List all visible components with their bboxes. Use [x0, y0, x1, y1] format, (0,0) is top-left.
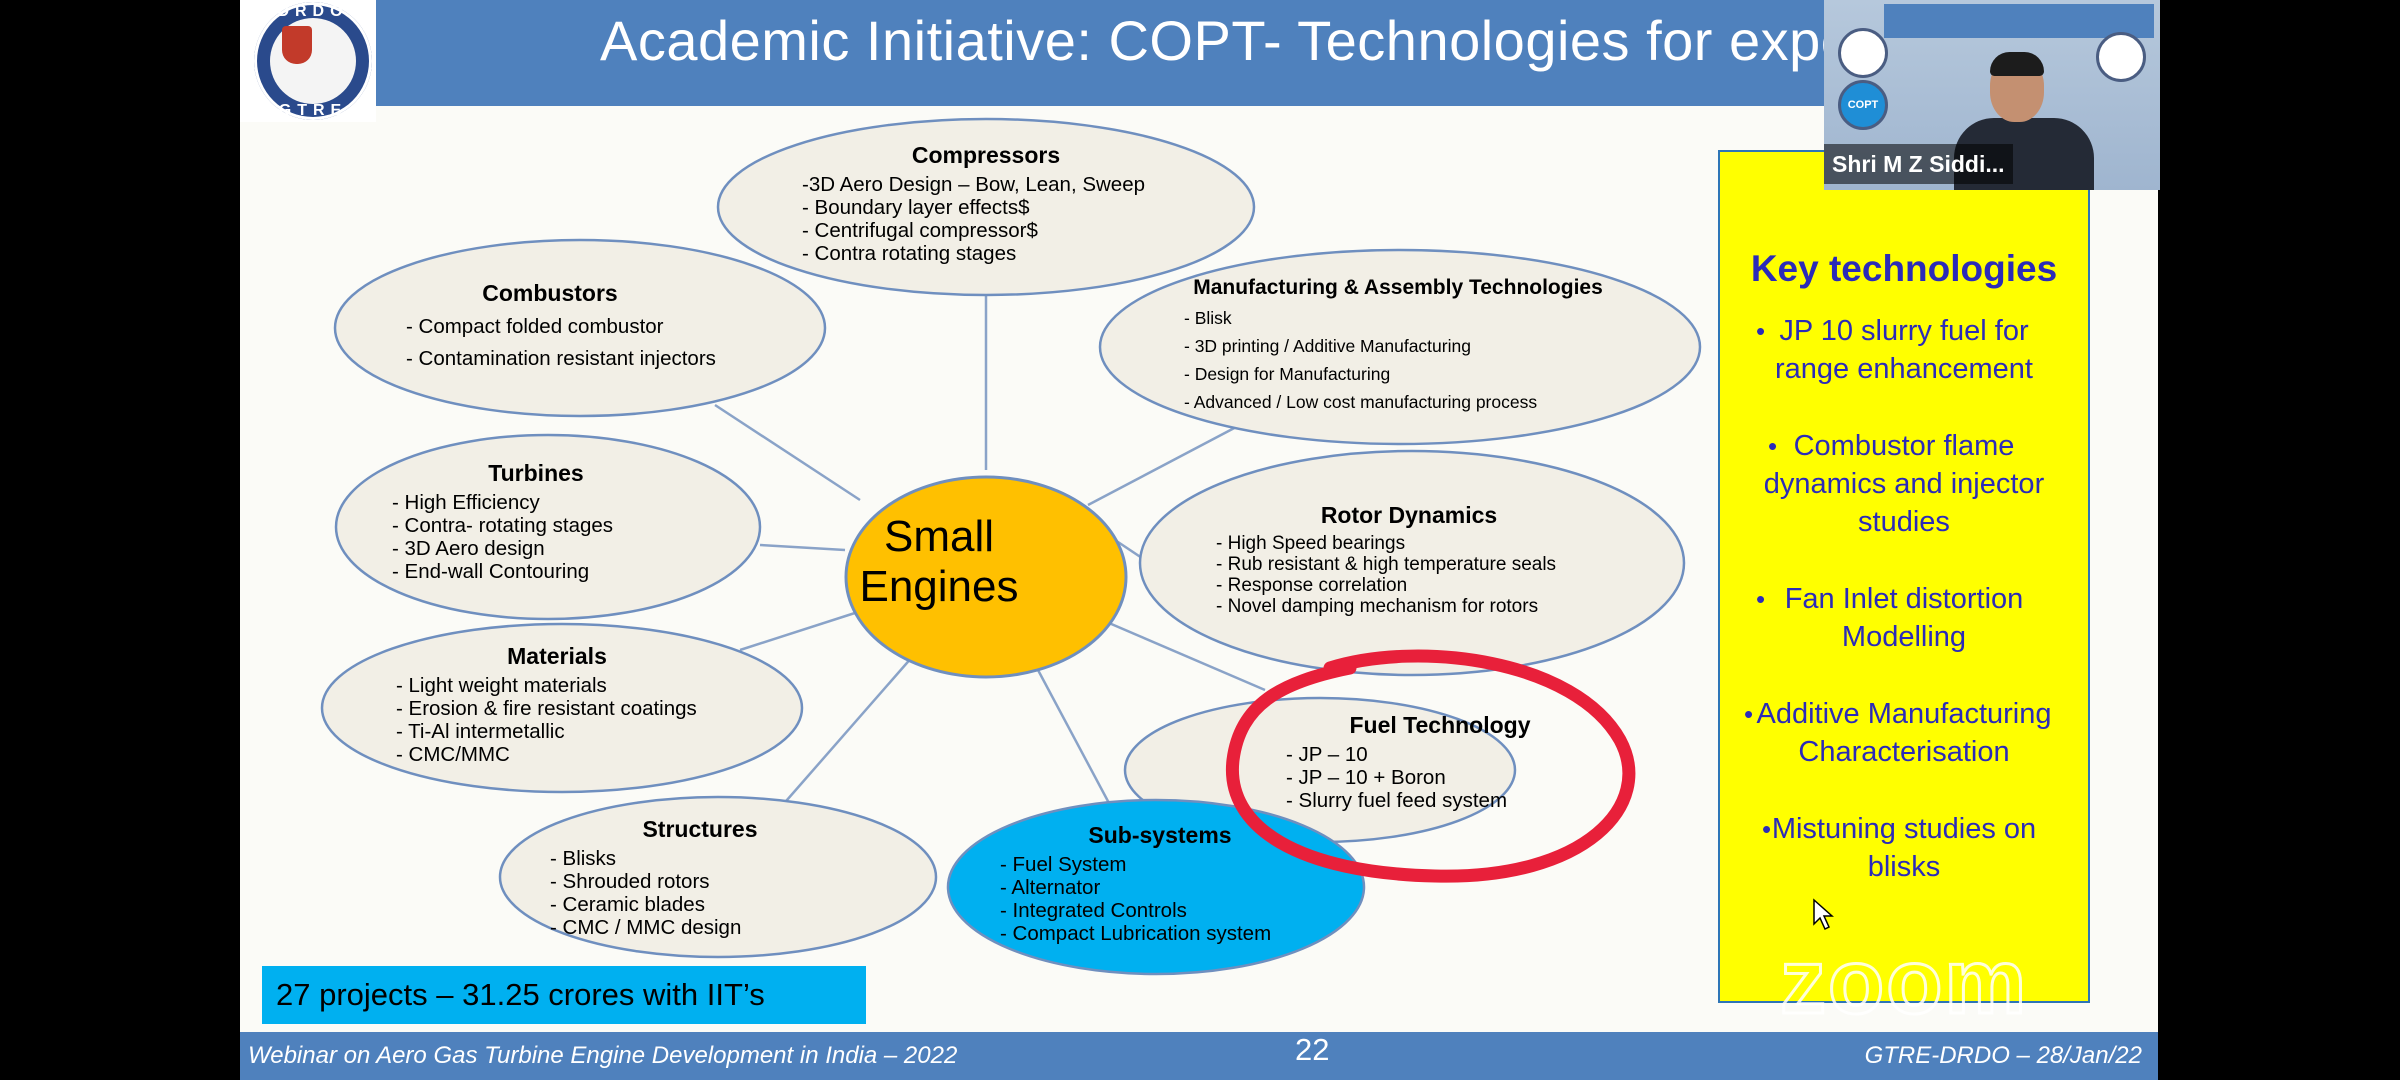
center-label: Small Engines	[825, 512, 1053, 612]
list-item: -3D Aero Design – Bow, Lean, Sweep	[802, 173, 1146, 196]
materials-bubble	[320, 622, 804, 794]
list-item: - Compact folded combustor	[406, 315, 664, 338]
drdo-logo-icon	[2096, 32, 2146, 82]
list-item: - 3D printing / Additive Manufacturing	[1184, 336, 1471, 356]
small-engines-center	[844, 475, 1128, 679]
footer-left: Webinar on Aero Gas Turbine Engine Devel…	[248, 1042, 958, 1069]
materials-title: Materials	[507, 643, 607, 669]
list-item: - End-wall Contouring	[392, 560, 590, 583]
list-item: - Shrouded rotors	[550, 870, 710, 893]
copt-logo-icon: COPT	[1838, 80, 1888, 130]
structures-node: Structures - Blisks - Shrouded rotors - …	[550, 816, 840, 939]
list-item: - Blisk	[1184, 308, 1232, 328]
projects-banner: 27 projects – 31.25 crores with IIT’s	[262, 966, 866, 1024]
rotor-dynamics-title: Rotor Dynamics	[1320, 502, 1498, 528]
subsystems-title: Sub-systems	[1088, 822, 1232, 848]
list-item: - Ti-Al intermetallic	[396, 720, 565, 743]
logo-top-text: DRDO	[277, 3, 349, 20]
key-tech-text: Fan Inlet distortion Modelling	[1784, 583, 2024, 653]
turbines-title: Turbines	[488, 460, 584, 486]
center-line-2: Engines	[859, 562, 1019, 611]
structures-bubble	[498, 795, 938, 959]
page-number: 22	[1295, 1032, 1330, 1067]
list-item: - Boundary layer effects$	[802, 196, 1030, 219]
mouse-cursor-icon	[1813, 898, 1834, 931]
drdo-logo: DRDO GTRE	[240, 0, 376, 122]
list-item: - Response correlation	[1216, 575, 1408, 596]
drdo-emblem-icon: DRDO GTRE	[254, 2, 372, 120]
slide-title: Academic Initiative: COPT- Technologies …	[600, 9, 1992, 72]
key-tech-item: • Mistuning studies on blisks	[1762, 813, 2037, 883]
list-item: - High Speed bearings	[1216, 533, 1406, 554]
compressors-node: Compressors -3D Aero Design – Bow, Lean,…	[796, 142, 1176, 265]
footer-right: GTRE-DRDO – 28/Jan/22	[1864, 1042, 2142, 1069]
center-line-1: Small	[883, 512, 995, 561]
key-tech-text: Additive Manufacturing Characterisation	[1756, 698, 2052, 768]
participant-video-tile[interactable]: COPT Shri M Z Siddi...	[1824, 0, 2160, 190]
structures-title: Structures	[642, 816, 758, 842]
list-item: - CMC/MMC	[396, 743, 510, 766]
list-item: - Compact Lubrication system	[1000, 922, 1272, 945]
key-tech-text: Mistuning studies on blisks	[1771, 813, 2037, 883]
list-item: - JP – 10 + Boron	[1286, 766, 1446, 789]
manufacturing-node: Manufacturing & Assembly Technologies - …	[1184, 276, 1608, 416]
key-tech-item: • JP 10 slurry fuel for range enhancement	[1756, 315, 2033, 385]
list-item: - Contra rotating stages	[802, 242, 1017, 265]
list-item: - Advanced / Low cost manufacturing proc…	[1184, 392, 1538, 412]
list-item: - Rub resistant & high temperature seals	[1216, 554, 1557, 575]
key-tech-text: Combustor flame dynamics and injector st…	[1763, 430, 2045, 538]
compressors-title: Compressors	[911, 142, 1061, 168]
key-tech-item: • Additive Manufacturing Characterisation	[1744, 698, 2052, 768]
combustors-bubble	[333, 238, 827, 418]
materials-node: Materials - Light weight materials - Ero…	[392, 643, 722, 766]
fuel-technology-title: Fuel Technology	[1349, 712, 1531, 738]
key-tech-text: JP 10 slurry fuel for range enhancement	[1775, 315, 2033, 385]
list-item: - Alternator	[1000, 876, 1101, 899]
list-item: - Contamination resistant injectors	[406, 347, 716, 370]
key-tech-item: • Combustor flame dynamics and injector s…	[1763, 430, 2045, 538]
rotor-dynamics-bubble	[1138, 449, 1686, 677]
fuel-technology-node: Fuel Technology - JP – 10 - JP – 10 + Bo…	[1286, 712, 1570, 812]
list-item: - JP – 10	[1286, 743, 1368, 766]
subsystems-bubble	[946, 798, 1366, 976]
list-item: - 3D Aero design	[392, 537, 545, 560]
turbines-bubble	[334, 433, 762, 621]
slide-footer: Webinar on Aero Gas Turbine Engine Devel…	[240, 1032, 2158, 1080]
key-technologies-title: Key technologies	[1750, 248, 2058, 289]
list-item: - Contra- rotating stages	[392, 514, 614, 537]
combustors-node: Combustors - Compact folded combustor - …	[400, 280, 760, 375]
rotor-dynamics-node: Rotor Dynamics - High Speed bearings - R…	[1216, 502, 1594, 617]
red-highlight-circle	[1225, 649, 1636, 883]
manufacturing-title: Manufacturing & Assembly Technologies	[1193, 276, 1603, 299]
list-item: - Fuel System	[1000, 853, 1127, 876]
list-item: - Light weight materials	[396, 674, 607, 697]
key-technologies-panel: Key technologies • JP 10 slurry fuel for …	[1718, 150, 2090, 1003]
subsystems-node: Sub-systems - Fuel System - Alternator -…	[1000, 822, 1310, 945]
list-item: - High Efficiency	[392, 491, 540, 514]
turbines-node: Turbines - High Efficiency - Contra- rot…	[392, 460, 676, 583]
list-item: - CMC / MMC design	[550, 916, 742, 939]
list-item: - Ceramic blades	[550, 893, 705, 916]
list-item: - Novel damping mechanism for rotors	[1216, 596, 1539, 617]
key-tech-item: • Fan Inlet distortion Modelling	[1756, 583, 2024, 653]
manufacturing-bubble	[1098, 248, 1702, 446]
list-item: - Blisks	[550, 847, 617, 870]
participant-name: Shri M Z Siddi...	[1824, 144, 2013, 184]
list-item: - Centrifugal compressor$	[802, 219, 1038, 242]
compressors-bubble	[716, 117, 1256, 297]
zoom-watermark: zoom	[1778, 930, 2029, 1035]
list-item: - Slurry fuel feed system	[1286, 789, 1508, 812]
bubbles	[320, 117, 1702, 976]
connector-lines	[714, 295, 1266, 809]
list-item: - Design for Manufacturing	[1184, 364, 1391, 384]
combustors-title: Combustors	[482, 280, 618, 306]
logo-bottom-text: GTRE	[278, 102, 348, 119]
mind-map-diagram	[320, 117, 1702, 976]
list-item: - Erosion & fire resistant coatings	[396, 697, 697, 720]
organization-logo-icon	[1838, 28, 1888, 78]
list-item: - Integrated Controls	[1000, 899, 1187, 922]
